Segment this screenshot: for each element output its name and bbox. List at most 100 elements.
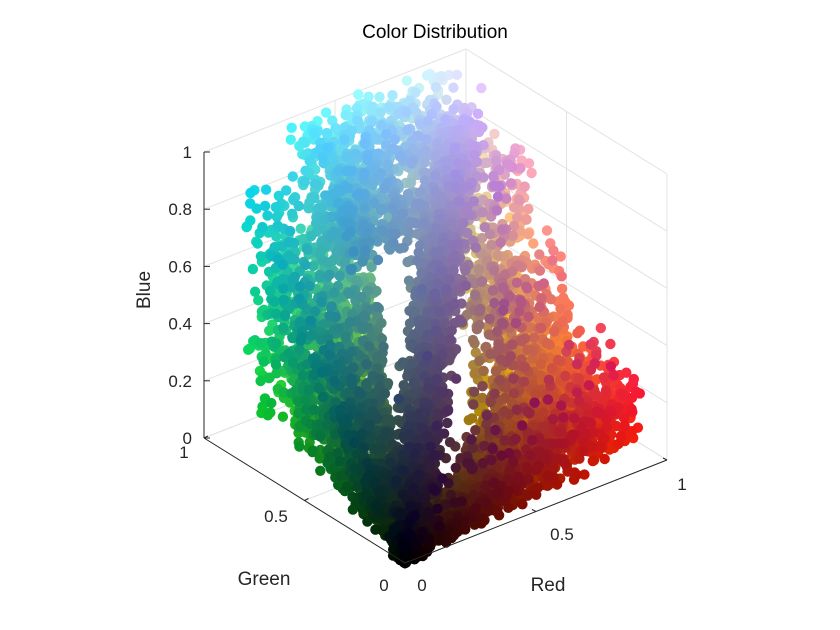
data-point (605, 361, 617, 372)
data-point (272, 220, 283, 231)
data-point (468, 386, 480, 397)
data-point (505, 351, 516, 362)
wall-grid-line-z-r-5 (465, 48, 668, 175)
data-point (446, 325, 457, 336)
data-point (245, 187, 256, 199)
data-point (339, 204, 350, 216)
data-point (258, 356, 269, 367)
data-point (618, 389, 629, 400)
data-point (538, 278, 549, 289)
data-point (322, 257, 334, 268)
data-point (317, 152, 328, 163)
data-point (300, 165, 311, 176)
data-point (376, 120, 387, 131)
data-point (376, 225, 388, 237)
data-point (585, 339, 596, 350)
data-point (534, 301, 545, 313)
data-point (556, 400, 567, 411)
data-point (406, 158, 417, 169)
data-point (265, 407, 276, 418)
data-point (382, 159, 393, 170)
data-point (491, 155, 502, 166)
data-point (556, 283, 568, 294)
data-point (324, 269, 335, 280)
data-point (387, 143, 398, 154)
data-point (486, 239, 497, 251)
data-point (521, 214, 532, 225)
data-point (434, 307, 446, 318)
data-point (255, 375, 266, 387)
data-point (328, 188, 340, 200)
data-point (491, 205, 503, 216)
data-point (314, 248, 326, 259)
data-point (547, 414, 559, 425)
data-point (502, 158, 513, 170)
data-point (558, 412, 569, 423)
data-point (494, 375, 506, 386)
data-point (496, 317, 508, 329)
data-point (430, 82, 442, 93)
data-point (528, 238, 539, 249)
data-point (488, 170, 499, 182)
data-point (460, 280, 472, 291)
data-point (311, 179, 322, 190)
data-point (430, 186, 441, 198)
data-point (308, 192, 319, 203)
data-point (255, 251, 267, 262)
data-point (468, 399, 479, 410)
data-point (351, 115, 363, 127)
data-point (536, 293, 547, 304)
data-point (329, 287, 340, 298)
data-point (505, 178, 517, 189)
data-point (547, 255, 558, 266)
data-point (466, 413, 478, 424)
data-point (556, 271, 567, 282)
data-point (515, 163, 526, 174)
data-point (595, 441, 606, 453)
data-point (286, 122, 297, 133)
data-point (534, 265, 546, 276)
data-point (470, 289, 481, 301)
data-point (441, 284, 452, 295)
data-point (357, 256, 368, 267)
data-point (447, 240, 458, 251)
data-point (339, 134, 350, 145)
data-point (375, 107, 386, 118)
data-point (257, 221, 268, 233)
data-point (262, 210, 273, 221)
data-point (403, 275, 415, 286)
data-point (508, 220, 520, 232)
data-point (410, 87, 421, 98)
data-point (523, 229, 534, 240)
data-point (549, 326, 560, 337)
data-point (436, 72, 447, 83)
data-point (401, 106, 412, 118)
data-point (497, 224, 508, 235)
data-point (489, 388, 500, 399)
data-point (587, 455, 598, 467)
data-point (402, 125, 413, 136)
data-point (374, 91, 385, 103)
data-point (563, 300, 575, 311)
data-point (499, 406, 510, 417)
data-point (541, 338, 552, 349)
data-point (369, 198, 380, 209)
data-point (259, 200, 271, 212)
data-point (266, 397, 277, 409)
data-point (341, 165, 352, 177)
data-point (440, 114, 451, 125)
data-point (605, 338, 616, 350)
data-point (528, 332, 540, 343)
data-point (543, 470, 554, 482)
data-point (401, 75, 413, 86)
data-point (499, 435, 510, 446)
data-point (571, 387, 583, 398)
data-point (477, 381, 488, 392)
data-point (284, 225, 296, 237)
data-point (422, 308, 433, 319)
data-point (571, 358, 583, 370)
data-point (271, 211, 283, 222)
data-point (265, 285, 276, 297)
data-point (245, 198, 256, 209)
data-point (488, 265, 500, 276)
